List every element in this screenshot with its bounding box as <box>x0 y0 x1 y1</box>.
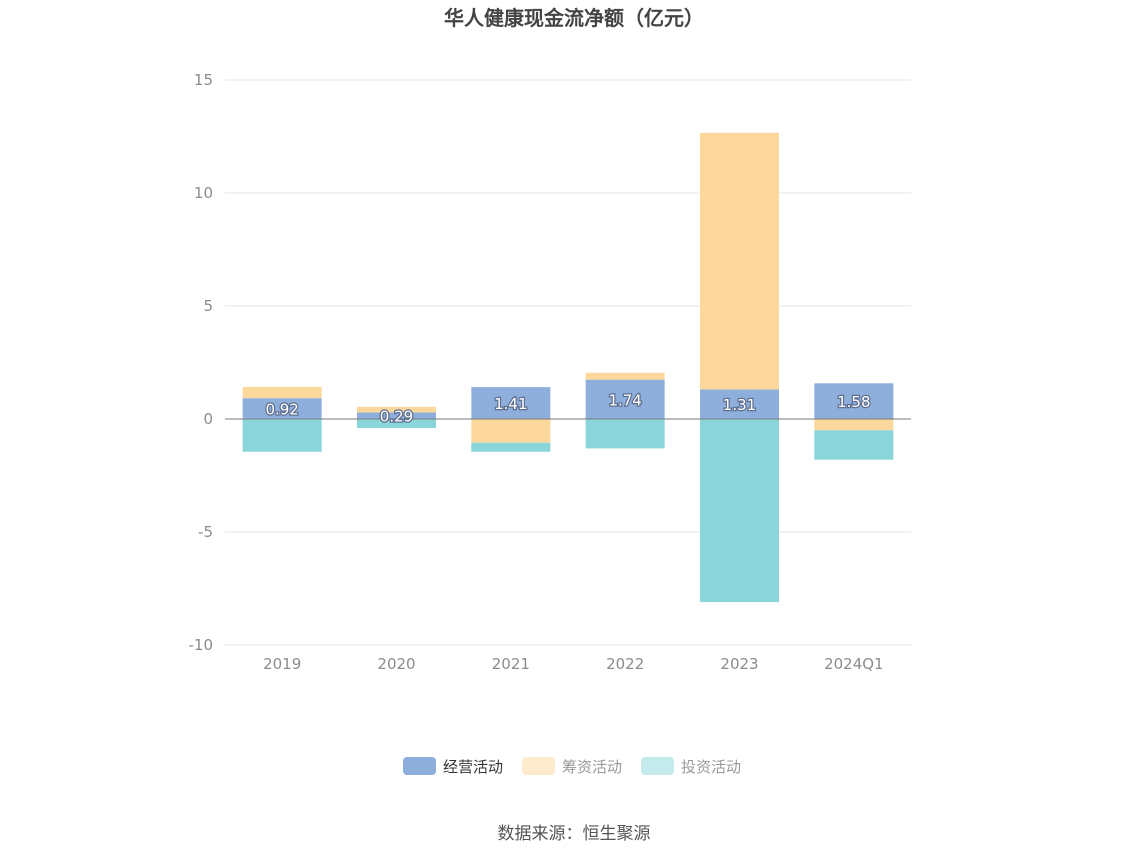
bar-segment[interactable] <box>585 419 665 449</box>
bar-segment[interactable] <box>700 389 779 419</box>
y-axis-ticks: 15 10 5 0 -5 -10 <box>189 71 214 654</box>
bar-segment[interactable] <box>242 386 322 399</box>
y-tick-label: -10 <box>189 636 214 654</box>
y-tick-label: -5 <box>198 523 213 541</box>
bar-segment[interactable] <box>242 398 322 419</box>
x-tick-label: 2023 <box>720 655 758 673</box>
bar-segment[interactable] <box>357 412 436 419</box>
bar-segment[interactable] <box>814 383 894 419</box>
bar-segment[interactable] <box>242 419 322 452</box>
bar-segment[interactable] <box>471 419 551 443</box>
legend-label[interactable]: 投资活动 <box>681 758 741 776</box>
grid-lines <box>225 79 911 646</box>
data-label: 0.29 <box>380 408 413 426</box>
legend-label[interactable]: 筹资活动 <box>562 758 622 776</box>
data-label: 1.58 <box>837 393 870 411</box>
x-axis-ticks: 2019 2020 2021 2022 2023 2024Q1 <box>263 655 884 673</box>
bar-segment[interactable] <box>585 372 665 380</box>
chart-title: 华人健康现金流净额（亿元） <box>444 6 704 30</box>
data-labels: 0.92 0.29 1.41 1.74 1.31 1.58 <box>264 390 872 427</box>
legend[interactable]: 经营活动 筹资活动 投资活动 <box>403 757 741 776</box>
x-tick-label: 2019 <box>263 655 301 673</box>
bar-segment[interactable] <box>357 419 436 429</box>
legend-swatch[interactable] <box>403 757 436 775</box>
bar-segment[interactable] <box>700 132 779 390</box>
y-tick-label: 5 <box>203 297 213 315</box>
x-tick-label: 2022 <box>606 655 644 673</box>
x-tick-label: 2021 <box>492 655 530 673</box>
bar-segment[interactable] <box>700 419 779 603</box>
bars <box>242 132 894 603</box>
y-tick-label: 0 <box>203 410 213 428</box>
legend-label[interactable]: 经营活动 <box>443 758 503 776</box>
bar-segment[interactable] <box>814 419 894 431</box>
data-label: 1.74 <box>608 391 641 409</box>
data-label: 1.31 <box>723 396 756 414</box>
data-label: 0.92 <box>265 401 298 419</box>
bar-segment[interactable] <box>585 379 665 419</box>
data-label: 1.41 <box>494 395 527 413</box>
legend-swatch[interactable] <box>641 757 674 775</box>
x-tick-label: 2024Q1 <box>824 655 884 673</box>
y-tick-label: 15 <box>194 71 213 89</box>
bar-segment[interactable] <box>357 406 436 413</box>
source-note: 数据来源：恒生聚源 <box>498 824 651 844</box>
bar-segment[interactable] <box>471 442 551 452</box>
legend-swatch[interactable] <box>522 757 555 775</box>
x-tick-label: 2020 <box>377 655 415 673</box>
bar-segment[interactable] <box>471 387 551 419</box>
bar-segment[interactable] <box>814 430 894 460</box>
y-tick-label: 10 <box>194 184 213 202</box>
